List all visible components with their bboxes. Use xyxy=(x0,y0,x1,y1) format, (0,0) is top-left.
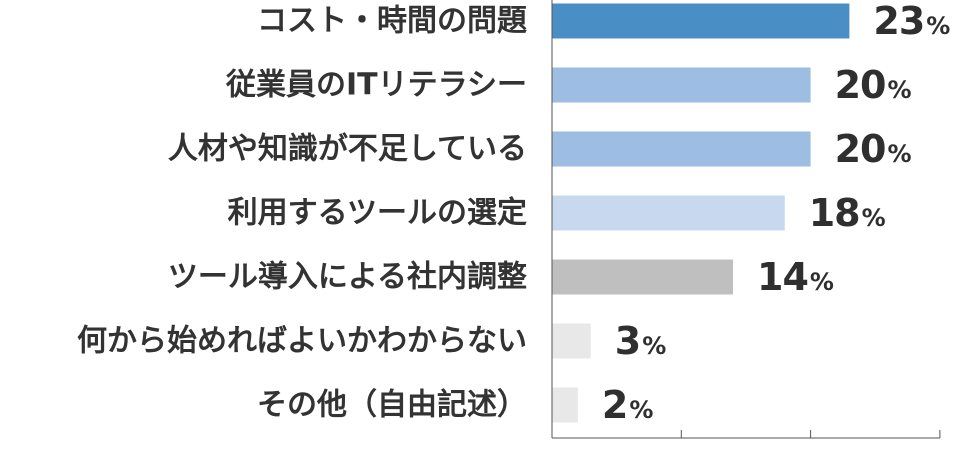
value-label: 3% xyxy=(615,319,667,363)
category-label: ツール導入による社内調整 xyxy=(168,260,527,295)
value-unit: % xyxy=(862,204,886,232)
value-unit: % xyxy=(887,76,911,104)
value-label: 20% xyxy=(835,127,912,171)
value-number: 18 xyxy=(809,191,860,235)
value-unit: % xyxy=(642,332,666,360)
bar-6 xyxy=(552,323,591,359)
value-unit: % xyxy=(810,268,834,296)
bar-1 xyxy=(552,3,850,39)
value-number: 20 xyxy=(835,63,886,107)
value-label: 2% xyxy=(602,383,654,427)
bars-layer xyxy=(552,3,850,423)
value-unit: % xyxy=(887,140,911,168)
category-labels: コスト・時間の問題従業員のITリテラシー人材や知識が不足している利用するツールの… xyxy=(77,4,527,423)
category-label: その他（自由記述） xyxy=(257,388,527,423)
value-labels: 23%20%20%18%14%3%2% xyxy=(602,0,950,427)
value-number: 23 xyxy=(873,0,924,43)
category-label: 利用するツールの選定 xyxy=(228,196,527,231)
bar-4 xyxy=(552,195,785,231)
bar-5 xyxy=(552,259,734,295)
value-number: 14 xyxy=(757,255,808,299)
value-unit: % xyxy=(926,12,950,40)
x-axis xyxy=(551,0,941,439)
bar-2 xyxy=(552,67,811,103)
value-label: 14% xyxy=(757,255,834,299)
value-label: 18% xyxy=(809,191,886,235)
value-number: 3 xyxy=(615,319,640,363)
category-label: 従業員のITリテラシー xyxy=(225,68,527,103)
category-label: 人材や知識が不足している xyxy=(168,132,527,167)
bar-7 xyxy=(552,387,578,423)
value-number: 20 xyxy=(835,127,886,171)
bar-3 xyxy=(552,131,811,167)
value-unit: % xyxy=(629,396,653,424)
value-label: 23% xyxy=(873,0,950,43)
value-label: 20% xyxy=(835,63,912,107)
category-label: 何から始めればよいかわからない xyxy=(77,324,527,359)
value-number: 2 xyxy=(602,383,627,427)
category-label: コスト・時間の問題 xyxy=(257,4,527,39)
